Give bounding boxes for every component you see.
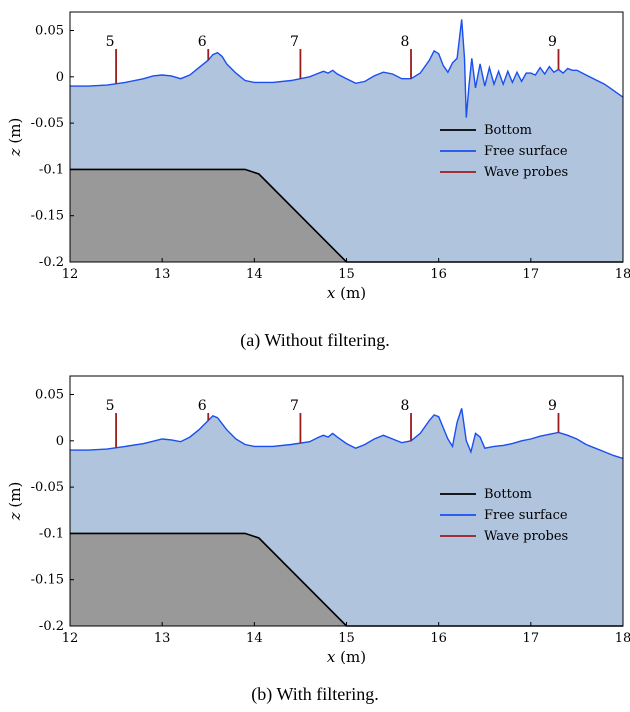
probe-label-8: 8 xyxy=(401,398,410,414)
y-axis-label: z (m) xyxy=(6,482,24,522)
legend-label: Wave probes xyxy=(484,529,568,544)
probe-label-6: 6 xyxy=(198,398,207,414)
y-tick-label: 0.05 xyxy=(35,388,64,403)
y-axis-label-symbol: z xyxy=(6,148,24,157)
bottom-region xyxy=(70,533,623,626)
probe-label-6: 6 xyxy=(198,34,207,50)
probe-label-8: 8 xyxy=(401,34,410,50)
chart-panel-b: 5 6 7 8 9 12 13 14 15 16 17 18 0.05 0 -0.05 -0.1 -0.15 -0… xyxy=(0,364,630,666)
legend-label: Wave probes xyxy=(484,165,568,180)
x-axis-label-symbol: x xyxy=(327,284,336,300)
y-tick-label: -0.05 xyxy=(31,480,64,495)
y-tick-label: 0.05 xyxy=(35,24,64,39)
x-tick-label: 12 xyxy=(62,631,79,646)
probe-label-9: 9 xyxy=(548,398,557,414)
x-axis-label-unit: (m) xyxy=(335,284,366,300)
legend-label: Bottom xyxy=(484,123,532,138)
probe-label-7: 7 xyxy=(290,34,299,50)
x-axis-label-symbol: x xyxy=(327,648,336,664)
legend-label: Bottom xyxy=(484,487,532,502)
chart-b-svg: 5 6 7 8 9 12 13 14 15 16 17 18 0.05 0 -0.05 -0.1 -0.15 -0… xyxy=(6,375,630,666)
bottom-region xyxy=(70,169,623,262)
legend-label: Free surface xyxy=(484,144,568,159)
y-tick-label: -0.1 xyxy=(39,162,64,177)
chart-a-svg: 5 6 7 8 9 12 13 14 15 16 17 18 0.05 0 -0.05 -0.1 -0.15 -0… xyxy=(6,11,630,302)
y-tick-label: -0.2 xyxy=(39,619,64,634)
y-axis-label-unit: (m) xyxy=(6,118,24,149)
y-tick-label: 0 xyxy=(56,70,64,85)
y-tick-label: 0 xyxy=(56,434,64,449)
y-tick-label: -0.05 xyxy=(31,116,64,131)
x-tick-label: 16 xyxy=(430,267,447,282)
x-tick-label: 17 xyxy=(523,631,540,646)
x-tick-label: 15 xyxy=(338,267,355,282)
free-surface-line xyxy=(70,19,624,118)
legend-label: Free surface xyxy=(484,508,568,523)
x-tick-label: 16 xyxy=(430,631,447,646)
caption-b: (b) With filtering. xyxy=(251,684,379,704)
x-tick-label: 14 xyxy=(246,267,263,282)
y-tick-label: -0.15 xyxy=(31,573,64,588)
x-tick-label: 12 xyxy=(62,267,79,282)
x-tick-label: 17 xyxy=(523,267,540,282)
x-tick-label: 18 xyxy=(615,631,630,646)
probe-label-9: 9 xyxy=(548,34,557,50)
x-tick-label: 13 xyxy=(154,267,171,282)
x-tick-label: 18 xyxy=(615,267,630,282)
y-axis-label-unit: (m) xyxy=(6,482,24,513)
probe-label-5: 5 xyxy=(106,34,115,50)
x-tick-label: 14 xyxy=(246,631,263,646)
y-tick-label: -0.1 xyxy=(39,526,64,541)
caption-a: (a) Without filtering. xyxy=(240,330,390,350)
y-tick-label: -0.2 xyxy=(39,255,64,270)
x-axis-label: x (m) xyxy=(327,648,366,664)
x-tick-label: 13 xyxy=(154,631,171,646)
x-tick-label: 15 xyxy=(338,631,355,646)
probe-label-5: 5 xyxy=(106,398,115,414)
probe-label-7: 7 xyxy=(290,398,299,414)
x-axis-label: x (m) xyxy=(327,284,366,300)
x-axis-label-unit: (m) xyxy=(335,648,366,664)
y-tick-label: -0.15 xyxy=(31,209,64,224)
y-axis-label: z (m) xyxy=(6,118,24,158)
y-axis-label-symbol: z xyxy=(6,512,24,521)
chart-panel-a: 5 6 7 8 9 12 13 14 15 16 17 18 0.05 0 -0.05 -0.1 -0.15 -0… xyxy=(0,0,630,302)
